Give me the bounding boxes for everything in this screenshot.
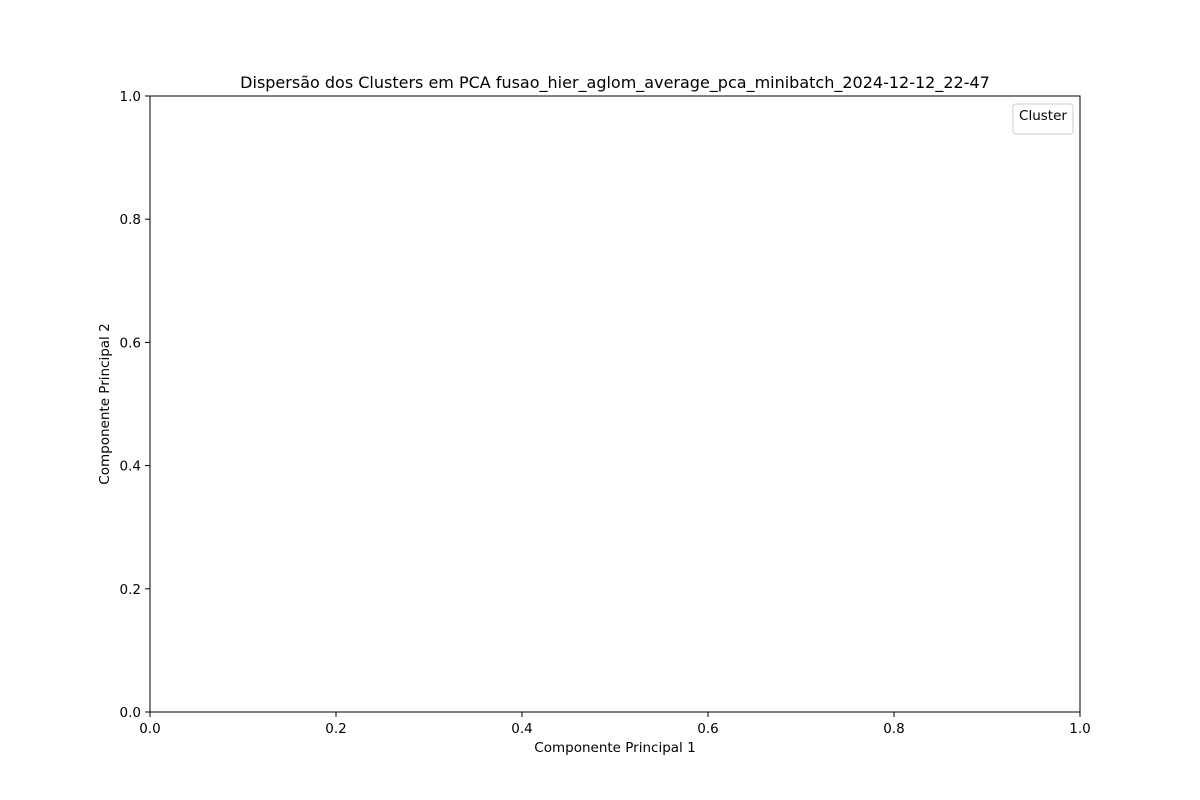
x-tick-label: 0.2 <box>325 721 346 737</box>
x-tick-label: 1.0 <box>1069 721 1090 737</box>
x-tick-label: 0.0 <box>139 721 160 737</box>
axes-frame <box>149 95 1081 713</box>
x-tick-label: 0.8 <box>883 721 904 737</box>
plot-area <box>149 95 1081 713</box>
x-tick-label: 0.4 <box>511 721 532 737</box>
y-tick-label: 0.4 <box>120 459 141 475</box>
y-tick-label: 0.0 <box>120 705 141 721</box>
y-tick-label: 0.6 <box>120 335 141 351</box>
y-axis-ticks: 0.0 0.2 0.4 0.6 0.8 1.0 <box>120 89 150 721</box>
y-tick-label: 1.0 <box>120 89 141 105</box>
y-axis-label: Componente Principal 2 <box>97 323 113 484</box>
legend-box <box>1012 103 1074 135</box>
x-tick-label: 0.6 <box>697 721 718 737</box>
chart-title: Dispersão dos Clusters em PCA fusao_hier… <box>240 73 990 93</box>
legend-title: Cluster <box>1019 108 1067 124</box>
x-axis-ticks: 0.0 0.2 0.4 0.6 0.8 1.0 <box>139 712 1091 737</box>
axes-background <box>150 96 1080 712</box>
y-tick-label: 0.8 <box>120 212 141 228</box>
legend: Cluster <box>1012 103 1074 135</box>
x-axis-label: Componente Principal 1 <box>534 740 695 756</box>
y-tick-label: 0.2 <box>120 582 141 598</box>
